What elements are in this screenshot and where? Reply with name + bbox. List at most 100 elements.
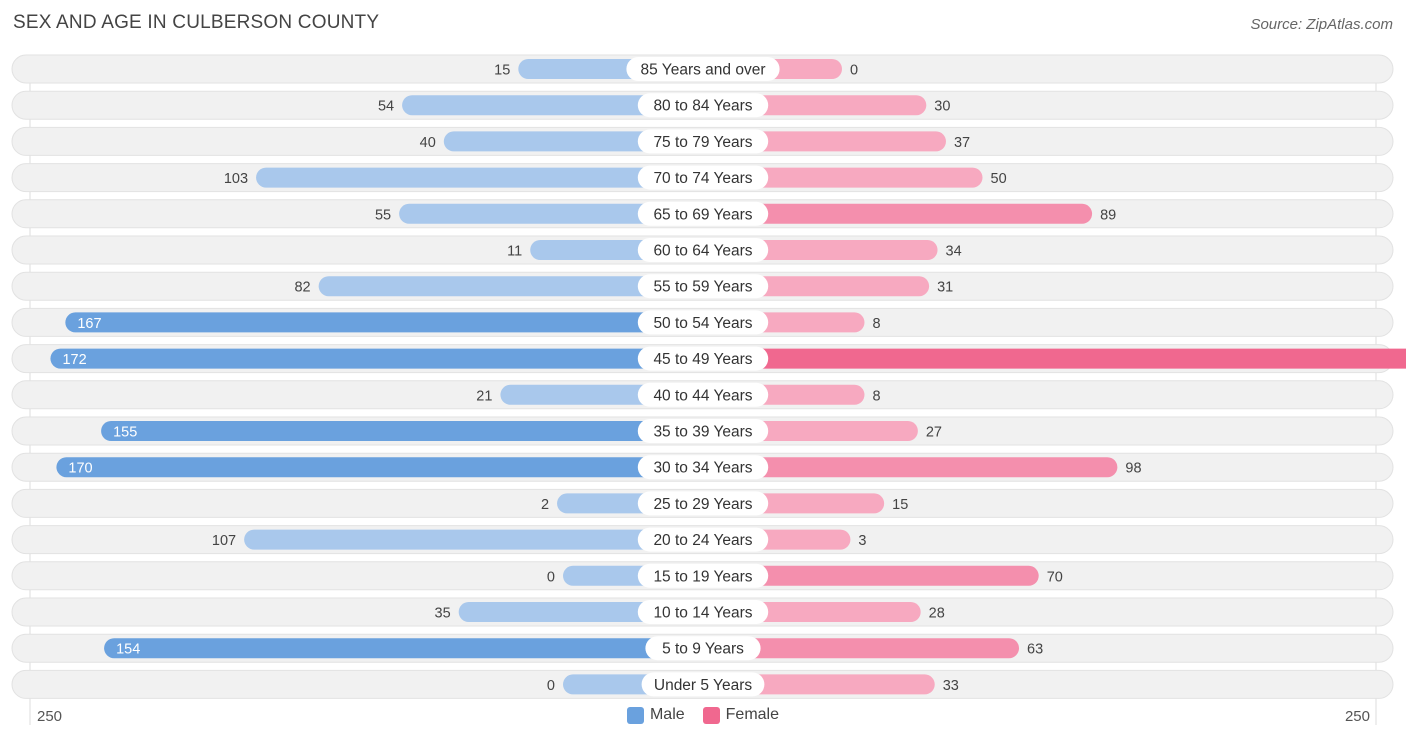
category-label: 30 to 34 Years (653, 460, 752, 477)
female-value-label: 15 (892, 497, 908, 513)
male-value-label: 0 (547, 678, 555, 694)
category-label-pill (637, 419, 769, 443)
female-value-label: 31 (937, 280, 953, 296)
male-value-label: 15 (494, 63, 510, 79)
male-value-label: 35 (435, 606, 451, 622)
category-label: 20 to 24 Years (653, 532, 752, 549)
category-label: Under 5 Years (654, 677, 752, 694)
category-label-pill (637, 129, 769, 154)
male-value-label: 11 (507, 244, 522, 260)
female-value-label: 28 (929, 606, 945, 622)
female-bar (703, 565, 1039, 586)
category-label: 40 to 44 Years (653, 387, 752, 404)
category-label: 60 to 64 Years (653, 243, 752, 260)
category-label: 55 to 59 Years (653, 279, 752, 296)
category-label: 5 to 9 Years (662, 641, 744, 658)
female-value-label: 70 (1047, 569, 1063, 585)
male-swatch-icon (626, 706, 644, 724)
male-bar (104, 638, 703, 659)
category-label-pill (637, 165, 769, 190)
legend-female[interactable]: Female (702, 706, 780, 724)
axis-right-label: 250 (1344, 708, 1370, 725)
category-label-pill (637, 93, 769, 118)
female-value-label: 0 (850, 63, 858, 79)
category-label-pill (637, 274, 769, 299)
female-value-label: 34 (946, 244, 962, 260)
female-value-label: 50 (991, 171, 1007, 187)
category-label-pill (637, 201, 769, 226)
male-bar (402, 95, 703, 116)
male-bar (50, 348, 703, 369)
category-label: 80 to 84 Years (653, 98, 752, 115)
male-value-label: 155 (113, 425, 137, 441)
legend-female-label: Female (725, 706, 780, 723)
male-value-label: 82 (294, 280, 310, 296)
category-label-pill (637, 491, 769, 516)
category-label-pill (641, 672, 765, 697)
category-label: 75 to 79 Years (653, 134, 752, 151)
category-label: 70 to 74 Years (653, 170, 752, 187)
category-label-pill (637, 600, 769, 624)
category-label: 65 to 69 Years (653, 206, 752, 223)
category-label-pill (637, 563, 769, 588)
legend-male[interactable]: Male (626, 706, 685, 724)
category-label-pill (637, 346, 769, 371)
legend: Male Female (0, 706, 1406, 724)
category-label-pill (637, 455, 769, 480)
female-bar (703, 638, 1020, 659)
female-value-label: 30 (934, 99, 950, 115)
category-label-pill (637, 527, 769, 552)
female-bar (703, 203, 1093, 224)
female-value-label: 89 (1100, 207, 1116, 223)
category-label: 10 to 14 Years (653, 605, 752, 622)
male-bar (443, 131, 703, 152)
category-label: 50 to 54 Years (653, 315, 752, 332)
female-bar (703, 457, 1118, 478)
male-value-label: 154 (116, 642, 140, 658)
female-swatch-icon (702, 706, 720, 724)
female-value-label: 8 (872, 388, 880, 404)
category-label: 85 Years and over (641, 62, 766, 79)
male-value-label: 107 (212, 533, 236, 549)
category-label: 25 to 29 Years (653, 496, 752, 513)
male-value-label: 2 (541, 497, 549, 513)
female-value-label: 27 (926, 425, 942, 441)
male-value-label: 103 (224, 171, 248, 187)
male-bar (318, 276, 703, 297)
category-label: 45 to 49 Years (653, 351, 752, 368)
female-value-label: 8 (872, 316, 880, 332)
female-value-label: 37 (954, 135, 970, 151)
female-value-label: 33 (943, 678, 959, 694)
category-label-pill (637, 382, 769, 407)
axis-left-label: 250 (37, 708, 63, 725)
male-value-label: 21 (476, 388, 492, 404)
category-label-pill (626, 57, 780, 81)
male-value-label: 167 (77, 316, 101, 332)
chart-title: SEX AND AGE IN CULBERSON COUNTY (13, 12, 380, 33)
category-label-pill (645, 636, 761, 661)
male-value-label: 172 (62, 352, 86, 368)
male-value-label: 54 (378, 99, 394, 115)
category-label-pill (637, 238, 769, 262)
legend-male-label: Male (649, 706, 685, 723)
male-bar (65, 312, 704, 333)
male-value-label: 0 (547, 569, 555, 585)
category-label-pill (637, 310, 769, 335)
male-value-label: 55 (375, 207, 391, 223)
male-bar (256, 167, 703, 188)
male-bar (244, 529, 703, 550)
male-bar (399, 203, 703, 224)
source-label: Source: ZipAtlas.com (1250, 16, 1393, 33)
female-value-label: 63 (1027, 642, 1043, 658)
male-bar (56, 457, 703, 478)
male-value-label: 40 (420, 135, 436, 151)
category-label: 15 to 19 Years (653, 568, 752, 585)
female-bar (703, 167, 983, 188)
female-value-label: 3 (858, 533, 866, 549)
male-bar (101, 421, 704, 441)
male-value-label: 170 (68, 461, 92, 477)
category-label: 35 to 39 Years (653, 424, 752, 441)
female-value-label: 98 (1125, 461, 1141, 477)
female-bar (703, 348, 1406, 369)
